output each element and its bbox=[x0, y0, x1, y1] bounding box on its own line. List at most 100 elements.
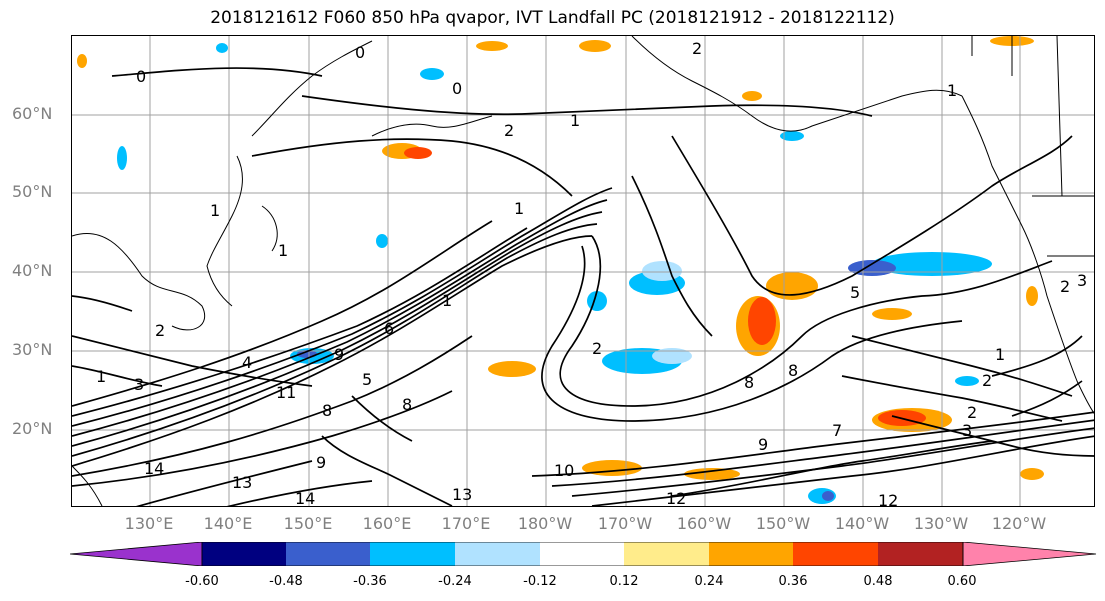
lat-label-50n: 50°N bbox=[12, 182, 53, 201]
shaded-patch-negative bbox=[117, 146, 127, 170]
map-canvas: 0 0 0 1 2 1 1 1 2 2 1 1 3 4 6 9 11 13 14… bbox=[72, 36, 1094, 507]
contour-label: 3 bbox=[962, 421, 972, 440]
contour-label: 4 bbox=[242, 353, 252, 372]
colorbar-swatch bbox=[286, 542, 371, 566]
contour-label: 8 bbox=[322, 401, 332, 420]
shaded-patch-positive bbox=[766, 272, 818, 300]
shaded-patch-negative bbox=[642, 261, 682, 281]
contour-label: 2 bbox=[967, 403, 977, 422]
shaded-patch-positive bbox=[872, 308, 912, 320]
lon-label-130w: 130°W bbox=[913, 514, 969, 533]
contour-label: 7 bbox=[832, 421, 842, 440]
colorbar-extend-low bbox=[70, 542, 203, 566]
lon-label-130e: 130°E bbox=[124, 514, 174, 533]
shaded-patch-negative bbox=[872, 252, 992, 276]
lon-label-160e: 160°E bbox=[362, 514, 412, 533]
contour-label: 1 bbox=[278, 241, 288, 260]
colorbar-swatch bbox=[709, 542, 794, 566]
contour-lines bbox=[72, 67, 1094, 506]
colorbar-swatch bbox=[793, 542, 878, 566]
colorbar-tick: -0.60 bbox=[185, 574, 219, 589]
contour-label: 1 bbox=[995, 345, 1005, 364]
shaded-patch-negative bbox=[955, 376, 979, 386]
contour-label-group: 0 0 0 1 2 1 1 1 2 2 1 1 3 4 6 9 11 13 14… bbox=[96, 39, 1087, 507]
shaded-patch-positive bbox=[748, 297, 776, 345]
colorbar-tick: 0.36 bbox=[778, 574, 808, 589]
contour-label: 12 bbox=[666, 489, 686, 507]
shaded-patch-negative bbox=[420, 68, 444, 80]
contour-label: 11 bbox=[276, 383, 296, 402]
lon-label-150e: 150°E bbox=[283, 514, 333, 533]
contour-label: 2 bbox=[982, 371, 992, 390]
shaded-patch-positive bbox=[582, 460, 642, 476]
colorbar-extend-high bbox=[962, 542, 1097, 566]
contour-label: 13 bbox=[232, 473, 252, 492]
lat-label-20n: 20°N bbox=[12, 419, 53, 438]
contour-label: 9 bbox=[316, 453, 326, 472]
lat-label-60n: 60°N bbox=[12, 104, 53, 123]
lon-label-140e: 140°E bbox=[203, 514, 253, 533]
contour-label: 2 bbox=[504, 121, 514, 140]
shaded-patch-positive bbox=[488, 361, 536, 377]
shaded-patch-positive bbox=[1026, 286, 1038, 306]
lon-label-170w: 170°W bbox=[597, 514, 653, 533]
lon-label-120w: 120°W bbox=[991, 514, 1047, 533]
colorbar-swatch bbox=[370, 542, 455, 566]
contour-label: 2 bbox=[155, 321, 165, 340]
contour-label: 1 bbox=[96, 367, 106, 386]
contour-label: 0 bbox=[136, 67, 146, 86]
contour-label: 6 bbox=[384, 319, 394, 338]
shaded-patch-negative bbox=[216, 43, 228, 53]
colorbar-swatch bbox=[624, 542, 709, 566]
contour-label: 1 bbox=[514, 199, 524, 218]
colorbar-tick: 0.12 bbox=[609, 574, 639, 589]
shaded-patch-positive bbox=[404, 147, 432, 159]
colorbar-tick: 0.24 bbox=[694, 574, 724, 589]
colorbar-swatch bbox=[455, 542, 540, 566]
colorbar-swatch bbox=[540, 542, 625, 566]
contour-label: 9 bbox=[334, 345, 344, 364]
contour-label: 1 bbox=[210, 201, 220, 220]
contour-label: 10 bbox=[554, 461, 574, 480]
lon-label-170e: 170°E bbox=[441, 514, 491, 533]
contour-label: 0 bbox=[452, 79, 462, 98]
shaded-patch-positive bbox=[476, 41, 508, 51]
contour-label: 2 bbox=[692, 39, 702, 58]
contour-label: 8 bbox=[744, 373, 754, 392]
contour-label: 1 bbox=[947, 81, 957, 100]
lon-label-180w: 180°W bbox=[517, 514, 573, 533]
contour-label: 13 bbox=[452, 485, 472, 504]
contour-label: 14 bbox=[144, 459, 164, 478]
colorbar-tick: -0.36 bbox=[353, 574, 387, 589]
contour-label: 5 bbox=[362, 370, 372, 389]
colorbar-tick: 0.48 bbox=[863, 574, 893, 589]
lon-label-150w: 150°W bbox=[755, 514, 811, 533]
contour-label: 9 bbox=[758, 435, 768, 454]
contour-label: 8 bbox=[788, 361, 798, 380]
contour-label: 1 bbox=[442, 291, 452, 310]
contour-label: 2 bbox=[1060, 277, 1070, 296]
contour-label: 8 bbox=[402, 395, 412, 414]
colorbar-tick: -0.24 bbox=[438, 574, 472, 589]
shaded-patch-negative bbox=[780, 131, 804, 141]
shaded-patch-positive bbox=[742, 91, 762, 101]
contour-label: 1 bbox=[570, 111, 580, 130]
map-title: 2018121612 F060 850 hPa qvapor, IVT Land… bbox=[210, 8, 895, 28]
coastlines bbox=[72, 36, 1094, 506]
contour-label: 2 bbox=[592, 339, 602, 358]
shaded-patch-positive bbox=[77, 54, 87, 68]
contour-label: 14 bbox=[295, 489, 315, 507]
lon-label-160w: 160°W bbox=[676, 514, 732, 533]
contour-label: 0 bbox=[355, 43, 365, 62]
colorbar-tick: -0.48 bbox=[269, 574, 303, 589]
colorbar-swatch bbox=[878, 542, 963, 566]
lon-label-140w: 140°W bbox=[834, 514, 890, 533]
colorbar-tick: 0.60 bbox=[947, 574, 977, 589]
map-panel: 0 0 0 1 2 1 1 1 2 2 1 1 3 4 6 9 11 13 14… bbox=[71, 35, 1095, 507]
contour-label: 3 bbox=[1077, 271, 1087, 290]
lat-label-40n: 40°N bbox=[12, 261, 53, 280]
colorbar-tick: -0.12 bbox=[523, 574, 557, 589]
shaded-patch-negative bbox=[822, 491, 834, 501]
contour-label: 3 bbox=[134, 375, 144, 394]
contour-label: 5 bbox=[850, 283, 860, 302]
